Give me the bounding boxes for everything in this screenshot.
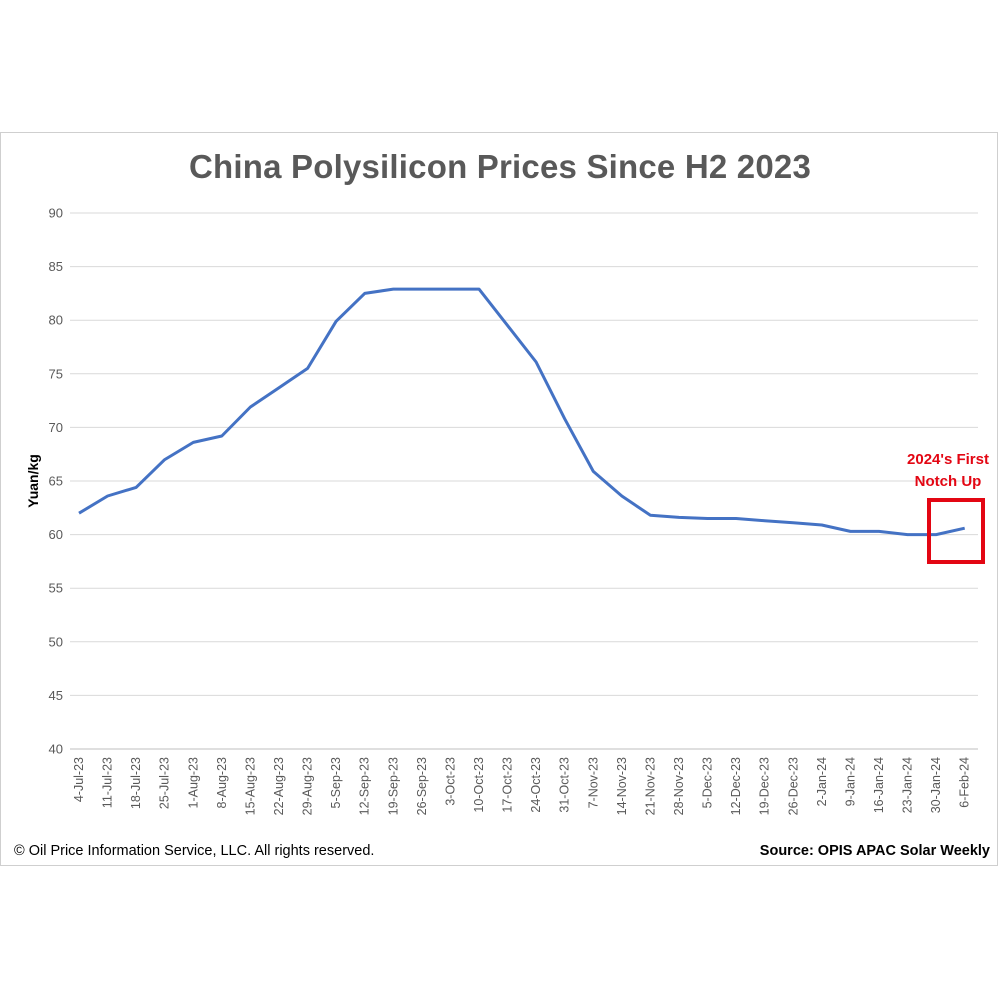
copyright-text: © Oil Price Information Service, LLC. Al… (14, 843, 375, 859)
annotation-line-1: 2024's First (907, 451, 989, 468)
x-tick-label: 30-Jan-24 (929, 757, 943, 813)
x-tick-label: 7-Nov-23 (586, 757, 600, 808)
y-tick-label: 75 (49, 366, 63, 381)
x-tick-label: 5-Dec-23 (701, 757, 715, 808)
y-tick-label: 80 (49, 313, 63, 328)
x-tick-label: 10-Oct-23 (472, 757, 486, 813)
x-tick-label: 12-Dec-23 (729, 757, 743, 815)
x-tick-label: 26-Sep-23 (415, 757, 429, 815)
y-tick-label: 45 (49, 688, 63, 703)
x-tick-label: 9-Jan-24 (843, 757, 857, 806)
x-tick-label: 15-Aug-23 (243, 757, 257, 815)
y-tick-label: 65 (49, 474, 63, 489)
y-tick-label: 60 (49, 527, 63, 542)
x-tick-label: 1-Aug-23 (186, 757, 200, 808)
y-tick-label: 50 (49, 634, 63, 649)
annotation-line-2: Notch Up (914, 473, 982, 490)
chart-title: China Polysilicon Prices Since H2 2023 (188, 148, 812, 185)
series-line (78, 287, 966, 537)
x-tick-label: 11-Jul-23 (101, 757, 115, 808)
x-tick-label: 31-Oct-23 (558, 757, 572, 813)
x-tick-label: 8-Aug-23 (215, 757, 229, 808)
x-tick-label: 28-Nov-23 (672, 757, 686, 815)
y-tick-label: 85 (49, 259, 63, 274)
y-tick-label: 70 (49, 420, 63, 435)
chart-frame (0, 132, 998, 866)
x-tick-label: 26-Dec-23 (786, 757, 800, 815)
x-tick-label: 5-Sep-23 (329, 757, 343, 808)
y-tick-label: 40 (49, 742, 63, 757)
x-tick-label: 25-Jul-23 (158, 757, 172, 809)
x-tick-label: 3-Oct-23 (443, 757, 457, 806)
x-tick-label: 4-Jul-23 (72, 757, 86, 802)
annotation-label: 2024's First Notch Up (888, 449, 1000, 493)
x-tick-label: 29-Aug-23 (301, 757, 315, 815)
x-tick-label: 17-Oct-23 (501, 757, 515, 813)
x-tick-label: 16-Jan-24 (872, 757, 886, 813)
y-tick-labels: 40 45 50 55 60 65 70 75 80 85 90 (49, 206, 63, 757)
y-tick-label: 90 (49, 206, 63, 221)
x-tick-label: 6-Feb-24 (958, 757, 972, 808)
x-tick-label: 22-Aug-23 (272, 757, 286, 815)
gridlines (70, 212, 978, 750)
x-tick-label: 18-Jul-23 (129, 757, 143, 809)
x-tick-label: 14-Nov-23 (615, 757, 629, 815)
source-text: Source: OPIS APAC Solar Weekly (759, 843, 990, 859)
x-tick-label: 24-Oct-23 (529, 757, 543, 813)
x-tick-label: 19-Dec-23 (758, 757, 772, 815)
x-tick-labels: 4-Jul-23 11-Jul-23 18-Jul-23 25-Jul-23 1-Aug… (72, 757, 972, 815)
y-axis-label: Yuan/kg (25, 454, 41, 508)
x-tick-label: 21-Nov-23 (643, 757, 657, 815)
x-tick-label: 2-Jan-24 (815, 757, 829, 806)
x-tick-label: 19-Sep-23 (386, 757, 400, 815)
x-tick-label: 12-Sep-23 (358, 757, 372, 815)
y-tick-label: 55 (49, 581, 63, 596)
x-tick-label: 23-Jan-24 (901, 757, 915, 813)
annotation-highlight-box (927, 498, 985, 564)
